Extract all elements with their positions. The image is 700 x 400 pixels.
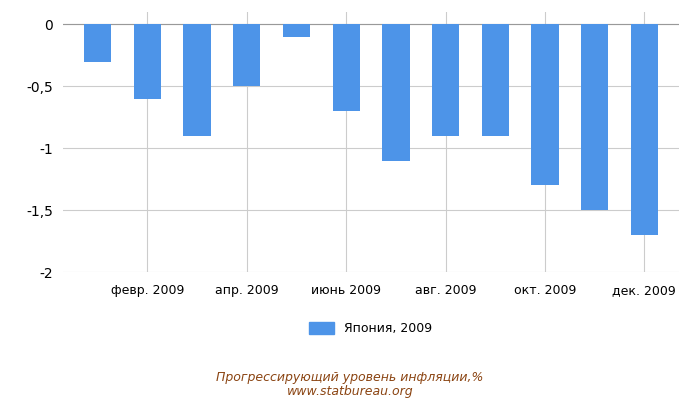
Bar (183, 24, 211, 136)
Bar (382, 24, 410, 160)
Text: www.statbureau.org: www.statbureau.org (287, 386, 413, 398)
Bar (84, 24, 111, 62)
Bar (531, 24, 559, 185)
Bar (482, 24, 509, 136)
Bar (332, 24, 360, 111)
Text: Прогрессирующий уровень инфляции,%: Прогрессирующий уровень инфляции,% (216, 372, 484, 384)
Bar (233, 24, 260, 86)
Bar (432, 24, 459, 136)
Bar (631, 24, 658, 235)
Bar (581, 24, 608, 210)
Bar (283, 24, 310, 37)
Legend: Япония, 2009: Япония, 2009 (304, 317, 438, 340)
Bar (134, 24, 161, 99)
